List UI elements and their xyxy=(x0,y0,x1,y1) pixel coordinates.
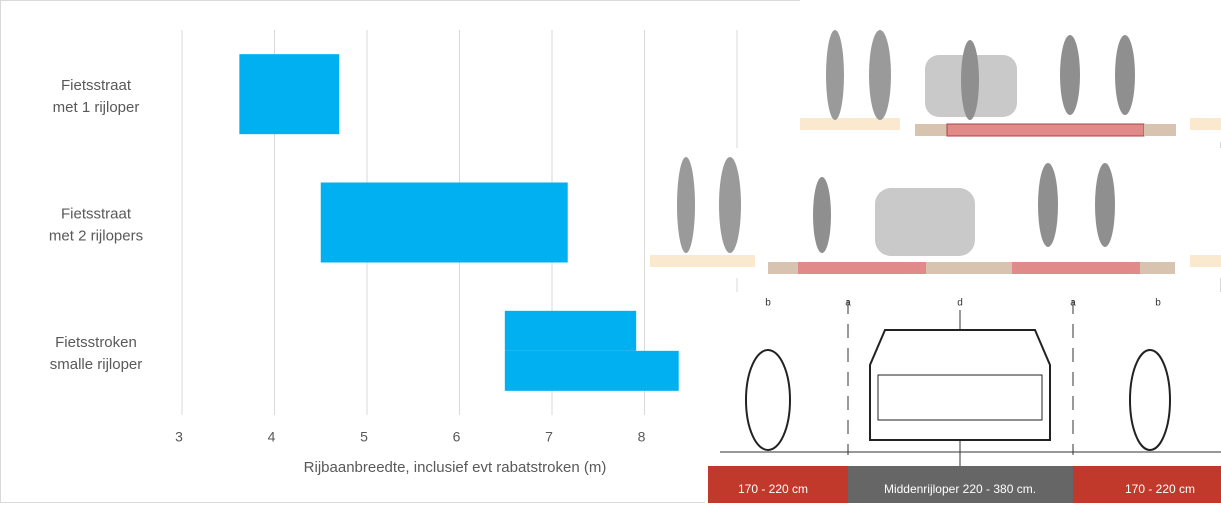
y-tick-label: met 1 rijloper xyxy=(53,99,140,116)
x-tick-label: 4 xyxy=(268,429,276,445)
y-tick-label: smalle rijloper xyxy=(50,356,143,373)
dimension-label: 170 - 220 cm xyxy=(738,482,808,496)
x-axis-label: Rijbaanbreedte, inclusief evt rabatstrok… xyxy=(304,459,607,476)
dimension-label: Middenrijloper 220 - 380 cm. xyxy=(884,482,1036,496)
x-tick-label: 3 xyxy=(175,429,183,445)
y-tick-label: Fietsstraat xyxy=(61,205,132,222)
bar xyxy=(239,54,339,134)
illustration-top xyxy=(800,0,1221,142)
y-tick-label: Fietsstroken xyxy=(55,334,137,351)
illustration-middle xyxy=(650,148,1221,278)
x-tick-label: 7 xyxy=(545,429,553,445)
chart: Rijbaanbreedte, inclusief evt rabatstrok… xyxy=(0,0,1221,503)
lane-letter: d xyxy=(957,298,963,309)
bar xyxy=(321,183,568,263)
illustration-bottom: 170 - 220 cm Middenrijloper 220 - 380 cm… xyxy=(705,292,1221,503)
bar xyxy=(505,311,636,351)
x-tick-label: 8 xyxy=(638,429,646,445)
x-tick-label: 6 xyxy=(453,429,461,445)
y-tick-label: met 2 rijlopers xyxy=(49,227,143,244)
lane-letter: b xyxy=(1155,298,1161,309)
dimension-label: 170 - 220 cm xyxy=(1125,482,1195,496)
bar xyxy=(505,351,679,391)
lane-letter: a xyxy=(845,298,851,309)
x-tick-label: 5 xyxy=(360,429,368,445)
y-tick-label: Fietsstraat xyxy=(61,77,132,94)
lane-letter: b xyxy=(765,298,771,309)
lane-letter: a xyxy=(1070,298,1076,309)
